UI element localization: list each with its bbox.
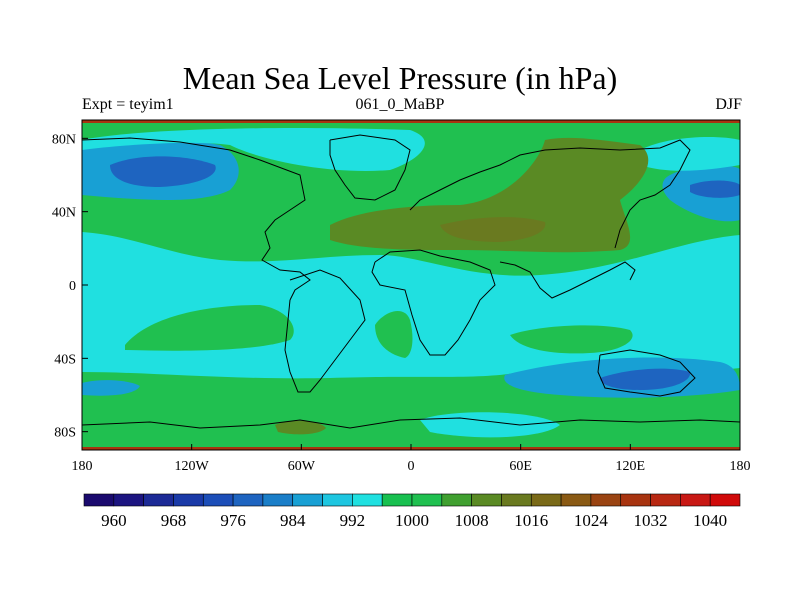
- season-label: DJF: [715, 96, 742, 113]
- colorbar-swatch: [143, 493, 174, 507]
- pressure-field: [82, 120, 740, 450]
- field-top-edge: [82, 120, 740, 123]
- x-tick-label: 0: [408, 459, 415, 474]
- colorbar-swatch: [560, 493, 592, 507]
- y-tick-label: 40S: [54, 352, 76, 367]
- colorbar: 960 968 976 984 992 1000 1008 1016 1024 1032 1040: [83, 493, 741, 530]
- y-tick-label: 80N: [52, 132, 76, 147]
- time-label: 061_0_MaBP: [355, 96, 445, 113]
- field-arctic-cyan: [640, 137, 740, 171]
- colorbar-swatch: [381, 493, 413, 507]
- x-tick-label: 60E: [509, 459, 532, 474]
- coast-north-america: [82, 137, 311, 301]
- field-high-asia-core: [440, 217, 546, 242]
- colorbar-swatch: [530, 493, 562, 507]
- colorbar-label: 984: [280, 511, 306, 530]
- field-antarctic-high: [275, 420, 326, 435]
- colorbar-swatch: [262, 493, 294, 507]
- x-tick-label: 180: [72, 459, 93, 474]
- colorbar-swatch: [411, 493, 443, 507]
- x-tick-label: 180: [730, 459, 751, 474]
- colorbar-swatch: [113, 493, 144, 507]
- colorbar-label: 968: [161, 511, 187, 530]
- field-low-north-atlantic-core: [110, 156, 216, 187]
- colorbar-label: 976: [220, 511, 246, 530]
- colorbar-label: 1000: [395, 511, 429, 530]
- field-low-south-ocean-core: [600, 368, 691, 390]
- y-tick-label: 40N: [52, 206, 76, 221]
- colorbar-swatch: [501, 493, 532, 507]
- colorbar-label: 1024: [574, 511, 609, 530]
- colorbar-swatch: [292, 493, 323, 507]
- colorbar-swatch: [709, 493, 741, 507]
- colorbar-swatch: [620, 493, 651, 507]
- colorbar-swatch: [322, 493, 353, 507]
- coast-africa: [371, 249, 496, 356]
- coast-europe-asia: [409, 139, 691, 249]
- y-axis: 80N 40N 0 40S 80S: [52, 132, 88, 441]
- field-high-south-pacific: [125, 305, 294, 351]
- coast-india-se-asia: [499, 261, 636, 299]
- x-tick-label: 120W: [175, 459, 210, 474]
- field-high-south-atlantic: [375, 310, 413, 358]
- x-tick-label: 60W: [288, 459, 316, 474]
- colorbar-swatch: [680, 493, 711, 507]
- experiment-label: Expt = teyim1: [82, 96, 174, 113]
- colorbar-swatch: [83, 493, 115, 507]
- coast-south-america: [284, 269, 366, 393]
- field-high-asia: [330, 137, 649, 253]
- colorbar-label: 1016: [514, 511, 548, 530]
- chart-title: Mean Sea Level Pressure (in hPa): [182, 60, 618, 96]
- colorbar-label: 992: [340, 511, 366, 530]
- field-low-north-pacific-core: [690, 180, 740, 198]
- colorbar-swatch: [471, 493, 502, 507]
- coast-greenland: [329, 134, 411, 201]
- colorbar-swatch: [232, 493, 264, 507]
- y-tick-label: 80S: [54, 426, 76, 441]
- colorbar-label: 960: [101, 511, 127, 530]
- field-high-indian: [510, 325, 633, 354]
- x-axis: 180 120W 60W 0 60E 120E 180: [72, 444, 751, 474]
- coast-australia: [597, 349, 696, 397]
- y-tick-label: 0: [69, 279, 76, 294]
- colorbar-label: 1008: [455, 511, 489, 530]
- colorbar-label: 1032: [634, 511, 668, 530]
- colorbar-swatch: [590, 493, 622, 507]
- coast-antarctica: [82, 417, 740, 429]
- field-low-south-atlantic: [82, 380, 140, 396]
- colorbar-swatch: [173, 493, 204, 507]
- colorbar-swatch: [202, 493, 234, 507]
- coastlines: [82, 134, 740, 429]
- x-tick-label: 120E: [616, 459, 646, 474]
- colorbar-swatch: [441, 493, 472, 507]
- colorbar-swatch: [650, 493, 681, 507]
- colorbar-swatch: [352, 493, 383, 507]
- colorbar-label: 1040: [693, 511, 727, 530]
